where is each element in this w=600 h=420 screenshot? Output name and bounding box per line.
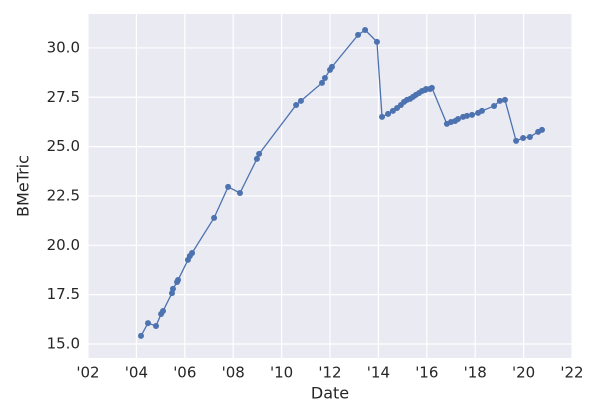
data-point [321, 74, 328, 81]
data-point [455, 115, 462, 122]
data-point [520, 134, 527, 141]
data-point [328, 63, 335, 70]
data-point [463, 112, 470, 119]
data-point [428, 84, 435, 91]
data-point [319, 79, 326, 86]
data-point [160, 308, 167, 315]
data-point [297, 97, 304, 104]
data-point [145, 320, 152, 327]
y-axis-label: BMeTric [14, 155, 33, 217]
x-tick-label: '12 [318, 364, 341, 382]
x-tick-label: '08 [222, 364, 245, 382]
y-tick-label: 15.0 [47, 334, 80, 352]
data-point [513, 137, 520, 144]
data-point [137, 332, 144, 339]
y-tick-label: 17.5 [47, 285, 80, 303]
x-tick-label: '06 [173, 364, 196, 382]
data-point [379, 113, 386, 120]
x-tick-label: '10 [270, 364, 293, 382]
y-tick-label: 30.0 [47, 38, 80, 56]
data-point [373, 38, 380, 45]
y-tick-label: 27.5 [47, 88, 80, 106]
data-point [526, 133, 533, 140]
data-point [362, 26, 369, 33]
data-point [256, 150, 263, 157]
data-point [501, 96, 508, 103]
x-tick-label: '14 [367, 364, 390, 382]
y-tick-label: 20.0 [47, 236, 80, 254]
data-point [478, 107, 485, 114]
data-point [236, 190, 243, 197]
data-point [496, 97, 503, 104]
x-tick-label: '18 [464, 364, 487, 382]
data-point [491, 102, 498, 109]
data-point [538, 126, 545, 133]
x-tick-label: '04 [125, 364, 148, 382]
data-point [385, 110, 392, 117]
data-point [211, 214, 218, 221]
data-point [153, 323, 160, 330]
x-tick-label: '22 [560, 364, 583, 382]
data-point [175, 277, 182, 284]
y-tick-label: 22.5 [47, 186, 80, 204]
data-point [169, 285, 176, 292]
data-point [293, 101, 300, 108]
x-tick-label: '16 [415, 364, 438, 382]
data-point [355, 31, 362, 38]
x-axis-label: Date [311, 384, 349, 403]
x-tick-label: '20 [512, 364, 535, 382]
data-point [225, 183, 232, 190]
data-point [189, 250, 196, 257]
data-point [253, 155, 260, 162]
data-point [469, 111, 476, 118]
y-tick-label: 25.0 [47, 137, 80, 155]
x-tick-label: '02 [76, 364, 99, 382]
